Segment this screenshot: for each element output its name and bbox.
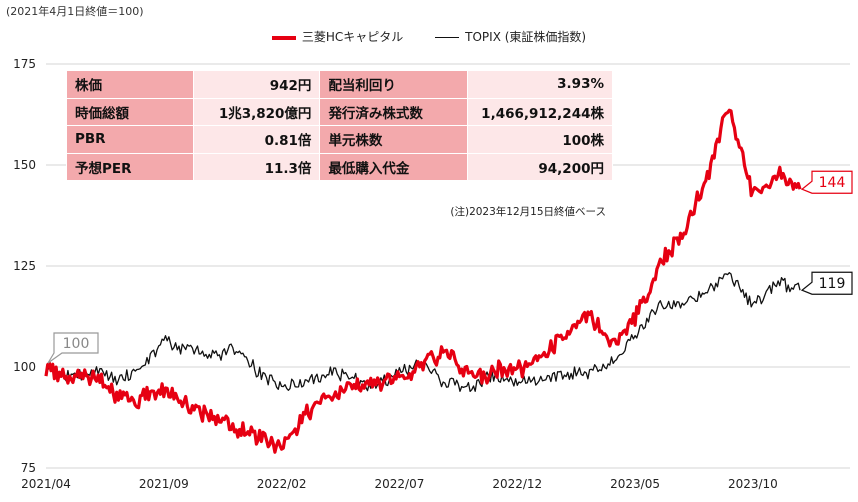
chart-legend: 三菱HCキャピタル TOPIX (東証株価指数) <box>0 28 858 45</box>
base-note: (2021年4月1日終値＝100) <box>6 5 144 18</box>
cell-value: 1,466,912,244株 <box>466 97 614 126</box>
table-note: (注)2023年12月15日終値ベース <box>450 206 606 218</box>
legend-label: TOPIX (東証株価指数) <box>465 30 587 44</box>
end-callout-mitsubishi-hc-label: 144 <box>819 175 846 191</box>
end-callout-topix-label: 119 <box>819 276 846 292</box>
x-tick-label: 2022/12 <box>492 477 542 491</box>
cell-value: 94,200円 <box>466 152 614 181</box>
x-tick-label: 2022/02 <box>257 477 307 491</box>
cell-value: 100株 <box>466 125 614 154</box>
cell-value: 1兆3,820億円 <box>193 97 321 126</box>
legend-item-mitsubishi-hc: 三菱HCキャピタル <box>271 28 404 45</box>
y-tick-label: 125 <box>13 259 36 273</box>
y-tick-label: 100 <box>13 360 36 374</box>
table-row: 予想PER 11.3倍 最低購入代金 94,200円 <box>65 152 614 181</box>
cell-value: 0.81倍 <box>193 125 321 154</box>
y-tick-label: 150 <box>13 158 36 172</box>
end-callout-mitsubishi-hc-box <box>800 170 853 194</box>
table-row: PBR 0.81倍 単元株数 100株 <box>65 125 614 154</box>
x-tick-label: 2023/10 <box>728 477 778 491</box>
cell-label: 最低購入代金 <box>319 152 468 181</box>
x-tick-label: 2023/05 <box>610 477 660 491</box>
legend-swatch-black <box>435 37 460 38</box>
x-tick-label: 2021/04 <box>21 477 71 491</box>
y-tick-label: 175 <box>13 57 36 71</box>
start-callout-box <box>47 332 99 364</box>
series-line-mitsubishi-hc <box>44 108 802 454</box>
cell-value: 11.3倍 <box>193 152 321 181</box>
cell-label: PBR <box>65 125 195 154</box>
legend-swatch-red <box>271 35 296 40</box>
cell-label: 時価総額 <box>65 97 195 126</box>
legend-item-topix: TOPIX (東証株価指数) <box>435 28 586 45</box>
cell-value: 3.93% <box>466 70 614 99</box>
cell-label: 予想PER <box>65 152 195 181</box>
end-callout-topix-box <box>800 271 853 295</box>
cell-label: 単元株数 <box>319 125 468 154</box>
start-callout-label: 100 <box>63 336 90 352</box>
cell-value: 942円 <box>193 70 321 99</box>
cell-label: 株価 <box>65 70 195 99</box>
x-tick-label: 2021/09 <box>139 477 189 491</box>
x-tick-label: 2022/07 <box>375 477 425 491</box>
y-tick-label: 75 <box>21 461 36 475</box>
cell-label: 発行済み株式数 <box>319 97 468 126</box>
table-row: 株価 942円 配当利回り 3.93% <box>65 70 614 99</box>
legend-label: 三菱HCキャピタル <box>301 30 404 44</box>
cell-label: 配当利回り <box>319 70 468 99</box>
table-row: 時価総額 1兆3,820億円 発行済み株式数 1,466,912,244株 <box>65 97 614 126</box>
series-line-topix <box>45 272 801 393</box>
stock-info-table: 株価 942円 配当利回り 3.93% 時価総額 1兆3,820億円 発行済み株… <box>65 70 614 181</box>
